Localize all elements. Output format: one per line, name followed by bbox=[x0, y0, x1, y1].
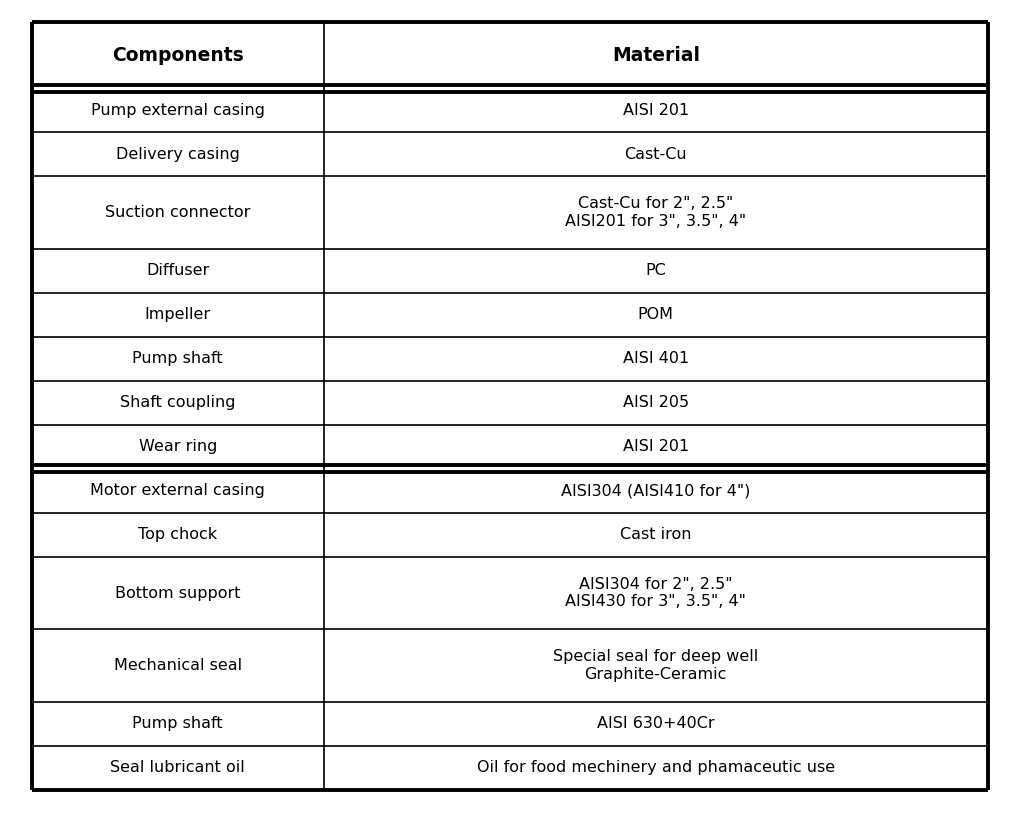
Text: AISI 201: AISI 201 bbox=[623, 102, 688, 117]
Text: AISI304 (AISI410 for 4"): AISI304 (AISI410 for 4") bbox=[561, 483, 750, 498]
Text: Delivery casing: Delivery casing bbox=[116, 147, 240, 162]
Text: Cast iron: Cast iron bbox=[620, 527, 692, 542]
Text: Shaft coupling: Shaft coupling bbox=[120, 395, 236, 410]
Text: Special seal for deep well
Graphite-Ceramic: Special seal for deep well Graphite-Cera… bbox=[553, 649, 758, 682]
Text: AISI 630+40Cr: AISI 630+40Cr bbox=[596, 717, 715, 732]
Text: Mechanical seal: Mechanical seal bbox=[113, 658, 242, 673]
Text: Wear ring: Wear ring bbox=[139, 439, 217, 454]
Text: Pump shaft: Pump shaft bbox=[132, 717, 223, 732]
Text: POM: POM bbox=[638, 307, 673, 322]
Text: AISI 205: AISI 205 bbox=[623, 395, 688, 410]
Text: Motor external casing: Motor external casing bbox=[90, 483, 265, 498]
Text: Material: Material bbox=[612, 45, 700, 65]
Text: AISI304 for 2", 2.5"
AISI430 for 3", 3.5", 4": AISI304 for 2", 2.5" AISI430 for 3", 3.5… bbox=[565, 577, 746, 609]
Text: Seal lubricant oil: Seal lubricant oil bbox=[110, 760, 245, 775]
Text: Bottom support: Bottom support bbox=[115, 586, 241, 601]
Text: Components: Components bbox=[112, 45, 244, 65]
Text: Suction connector: Suction connector bbox=[105, 205, 251, 220]
Text: Pump external casing: Pump external casing bbox=[91, 102, 265, 117]
Text: AISI 401: AISI 401 bbox=[623, 352, 688, 366]
Text: Pump shaft: Pump shaft bbox=[132, 352, 223, 366]
Text: Cast-Cu for 2", 2.5"
AISI201 for 3", 3.5", 4": Cast-Cu for 2", 2.5" AISI201 for 3", 3.5… bbox=[565, 196, 746, 228]
Text: AISI 201: AISI 201 bbox=[623, 439, 688, 454]
Text: Top chock: Top chock bbox=[139, 527, 217, 542]
Text: Oil for food mechinery and phamaceutic use: Oil for food mechinery and phamaceutic u… bbox=[477, 760, 835, 775]
Text: PC: PC bbox=[645, 263, 666, 279]
Text: Impeller: Impeller bbox=[145, 307, 211, 322]
Text: Diffuser: Diffuser bbox=[147, 263, 209, 279]
Text: Cast-Cu: Cast-Cu bbox=[625, 147, 687, 162]
